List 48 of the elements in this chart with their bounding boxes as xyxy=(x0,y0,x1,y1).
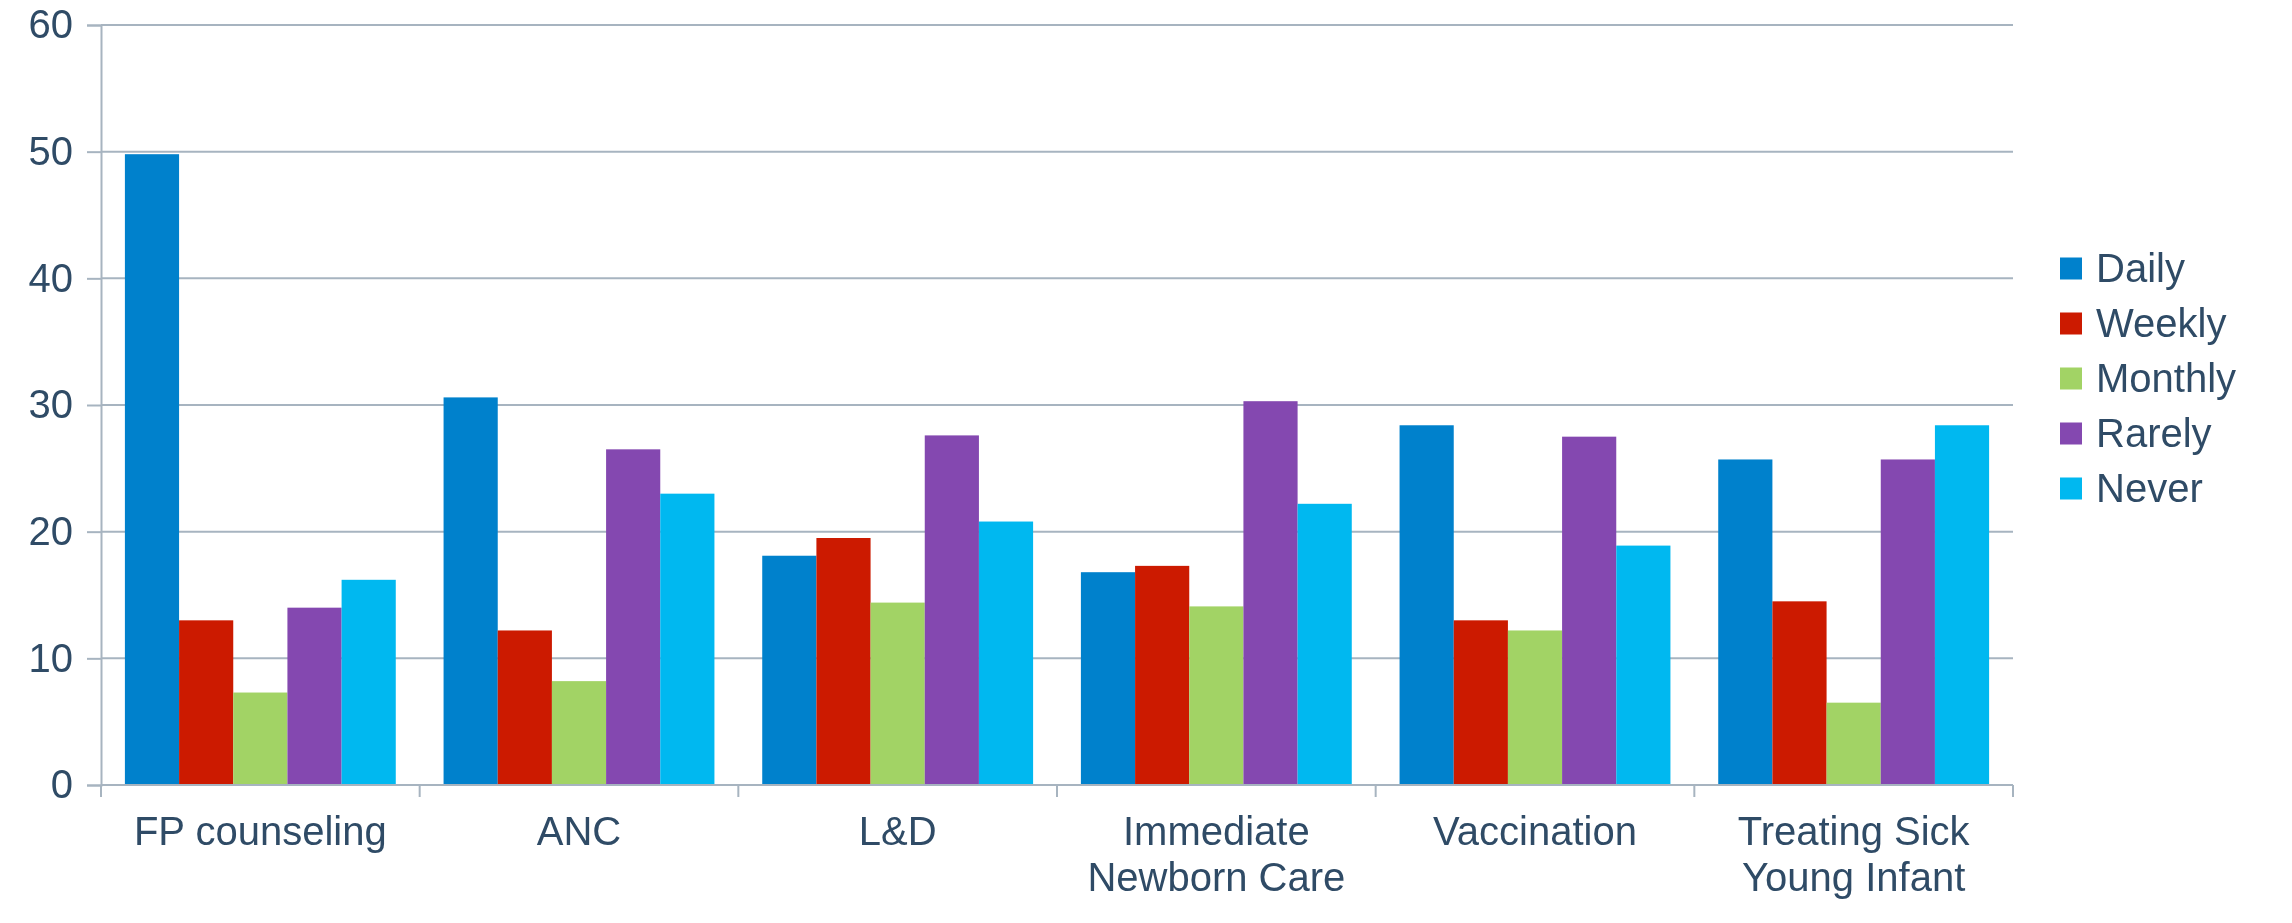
y-tick-label: 40 xyxy=(28,255,73,300)
bar xyxy=(443,397,498,785)
bar xyxy=(1934,425,1990,785)
x-tick-label: ANC xyxy=(536,809,622,853)
bar xyxy=(341,579,396,785)
bar xyxy=(1507,630,1563,785)
y-tick-label: 60 xyxy=(28,2,73,47)
bar xyxy=(124,154,180,785)
legend-label: Weekly xyxy=(2096,300,2227,345)
y-tick-label: 50 xyxy=(28,128,73,173)
bar xyxy=(1189,606,1244,785)
x-tick-label: Immediate Newborn Care xyxy=(1087,809,1346,899)
bar xyxy=(1399,425,1454,785)
bar xyxy=(179,620,234,785)
bar xyxy=(1616,545,1671,785)
y-tick-label: 20 xyxy=(28,508,73,553)
bar xyxy=(551,681,607,785)
bar xyxy=(1718,459,1773,785)
legend-label: Rarely xyxy=(2096,410,2212,455)
bar xyxy=(497,630,552,785)
bar xyxy=(1243,401,1298,785)
bar xyxy=(287,607,342,785)
legend-label: Monthly xyxy=(2096,355,2237,400)
bar xyxy=(1297,503,1352,785)
bar xyxy=(1826,702,1881,785)
x-tick-label: L&D xyxy=(858,809,937,853)
bar xyxy=(1880,459,1935,785)
legend-label: Daily xyxy=(2096,245,2185,290)
bar xyxy=(660,493,715,785)
bar xyxy=(816,538,871,785)
bar xyxy=(870,602,925,785)
bar xyxy=(1453,620,1508,785)
y-tick-label: 10 xyxy=(28,635,73,680)
x-tick-label: Vaccination xyxy=(1433,809,1637,853)
bar xyxy=(606,449,661,785)
bar xyxy=(924,435,979,785)
bar xyxy=(1562,436,1617,785)
bar xyxy=(1772,601,1827,785)
x-tick-label: FP counseling xyxy=(133,809,387,853)
x-tick-label: Treating Sick Young Infant xyxy=(1737,809,1971,899)
bar xyxy=(1135,565,1190,785)
y-tick-label: 30 xyxy=(28,382,73,427)
bar xyxy=(978,521,1034,785)
legend-label: Never xyxy=(2096,465,2203,510)
bar xyxy=(1080,572,1136,785)
bar xyxy=(762,555,817,785)
y-tick-label: 0 xyxy=(50,762,73,807)
bar xyxy=(233,692,288,785)
